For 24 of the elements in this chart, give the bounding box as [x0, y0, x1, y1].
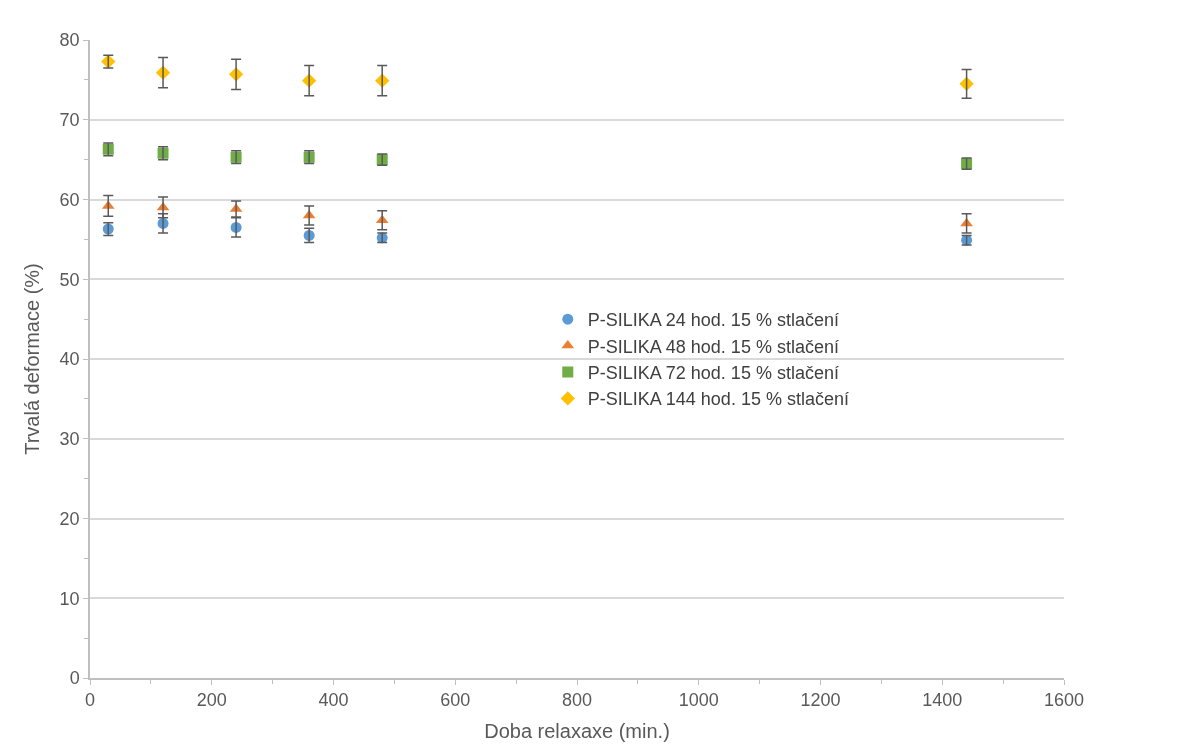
- x-tick-label: 1400: [922, 690, 963, 711]
- x-tick-label: 0: [84, 690, 96, 711]
- x-tick-label: 1600: [1043, 690, 1085, 711]
- y-tick-label: 40: [59, 349, 80, 370]
- legend-label: P-SILIKA 24 hod. 15 % stlačení: [587, 310, 839, 331]
- y-tick-label: 60: [59, 189, 80, 210]
- x-tick-label: 800: [561, 690, 593, 711]
- y-tick-label: 0: [69, 668, 80, 689]
- y-tick-label: 70: [59, 110, 80, 131]
- legend-label: P-SILIKA 48 hod. 15 % stlačení: [587, 336, 839, 357]
- y-tick-label: 10: [59, 588, 80, 609]
- x-tick-label: 1200: [800, 690, 841, 711]
- x-tick-label: 600: [440, 690, 471, 711]
- y-tick-label: 20: [59, 508, 80, 529]
- legend-label: P-SILIKA 72 hod. 15 % stlačení: [587, 363, 839, 384]
- x-axis-title: Doba relaxaxe (min.): [484, 720, 670, 743]
- y-axis-title: Trvalá deformace (%): [20, 263, 43, 455]
- y-tick-label: 50: [59, 269, 80, 290]
- x-tick-label: 400: [318, 690, 349, 711]
- x-tick-label: 200: [196, 690, 227, 711]
- x-tick-label: 1000: [678, 690, 719, 711]
- legend-label: P-SILIKA 144 hod. 15 % stlačení: [587, 389, 849, 410]
- y-tick-label: 80: [59, 30, 80, 51]
- y-tick-label: 30: [59, 429, 80, 450]
